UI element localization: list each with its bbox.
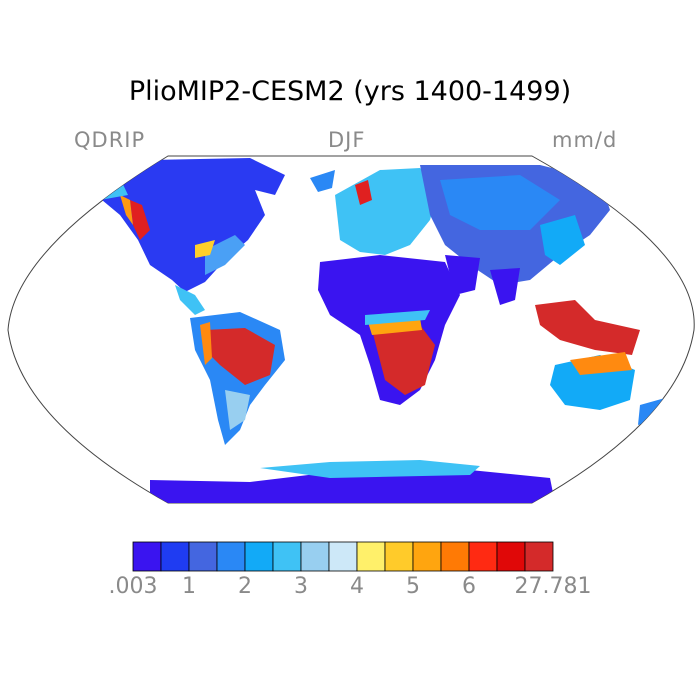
colorbar-swatch	[160, 541, 190, 572]
colorbar-tick-label: 3	[294, 574, 308, 599]
antarctica-coast	[260, 460, 480, 478]
colorbar-tick-label: 6	[462, 574, 476, 599]
africa-wet	[372, 325, 435, 395]
europe-coast-wet	[355, 180, 372, 205]
antarctica	[150, 468, 555, 503]
colorbar-swatch	[468, 541, 498, 572]
colorbar-swatch	[272, 541, 302, 572]
colorbar-swatch	[412, 541, 442, 572]
colorbar-tick-label: 5	[406, 574, 420, 599]
colorbar-swatch	[356, 541, 386, 572]
maritime-continent	[535, 300, 640, 355]
na-west-coast-wet	[130, 200, 150, 240]
colorbar-swatch	[328, 541, 358, 572]
arabia	[445, 255, 480, 295]
na-west-coast-orange	[120, 195, 133, 225]
variable-label: QDRIP	[74, 128, 146, 152]
season-label: DJF	[328, 128, 366, 152]
greenland-edge	[310, 170, 335, 192]
colorbar-tick-label: 27.781	[514, 574, 592, 599]
central-america	[175, 285, 205, 315]
east-asia	[540, 215, 585, 265]
na-gulf-yellow	[195, 240, 215, 258]
australia-north-wet	[570, 352, 632, 375]
colorbar-tick-label: .003	[108, 574, 158, 599]
amazon-orange	[200, 322, 212, 365]
colorbar-swatch	[216, 541, 246, 572]
colorbar-swatch	[524, 541, 554, 572]
amazon-wet	[205, 328, 275, 385]
units-label: mm/d	[552, 128, 618, 152]
colorbar-swatch	[384, 541, 414, 572]
india	[490, 268, 520, 305]
colorbar-tick-label: 1	[182, 574, 196, 599]
map-title: PlioMIP2-CESM2 (yrs 1400-1499)	[128, 76, 572, 107]
colorbar-swatch	[440, 541, 470, 572]
colorbar-swatch	[132, 541, 162, 572]
colorbar-swatch	[496, 541, 526, 572]
colorbar-swatch	[300, 541, 330, 572]
africa-light	[365, 310, 430, 325]
colorbar-swatch	[188, 541, 218, 572]
colorbar-tick-label: 2	[238, 574, 252, 599]
sa-south	[225, 390, 250, 430]
na-southeast	[205, 235, 245, 275]
colorbar-swatch	[244, 541, 274, 572]
colorbar-tick-label: 4	[350, 574, 364, 599]
north-america	[90, 158, 285, 292]
asia-light	[440, 175, 560, 230]
